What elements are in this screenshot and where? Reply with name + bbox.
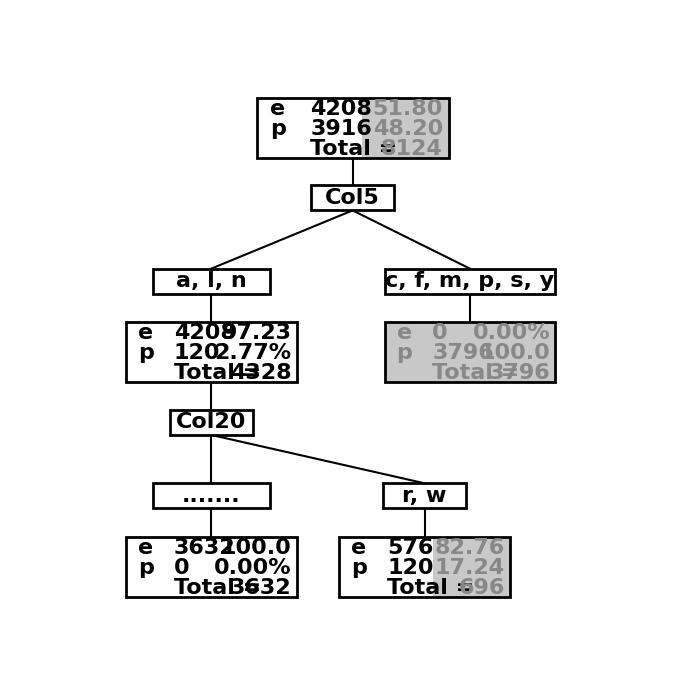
Bar: [153, 483, 270, 508]
Bar: [126, 537, 297, 597]
Text: .......: .......: [182, 486, 241, 506]
Text: e: e: [396, 323, 411, 344]
Bar: [339, 537, 433, 597]
Bar: [126, 323, 297, 382]
Bar: [257, 98, 362, 158]
Text: 696: 696: [458, 578, 505, 598]
Text: 48.20: 48.20: [373, 119, 443, 139]
Bar: [126, 323, 297, 382]
Text: Col20: Col20: [176, 412, 246, 433]
Text: r, w: r, w: [402, 486, 447, 506]
Text: 3632: 3632: [230, 578, 292, 598]
Text: p: p: [351, 558, 367, 578]
Text: p: p: [270, 119, 286, 139]
Text: e: e: [270, 99, 286, 119]
Text: 0: 0: [432, 323, 448, 344]
Text: 51.80: 51.80: [372, 99, 443, 119]
Bar: [311, 186, 394, 211]
Bar: [385, 323, 555, 382]
Text: p: p: [138, 558, 154, 578]
Text: 3796: 3796: [488, 363, 550, 383]
Text: 0.00%: 0.00%: [214, 558, 292, 578]
Text: p: p: [396, 344, 412, 363]
Bar: [385, 323, 555, 382]
Bar: [362, 98, 449, 158]
Bar: [385, 269, 555, 294]
Text: Col5: Col5: [325, 188, 380, 208]
Text: 82.76: 82.76: [435, 538, 505, 558]
Text: 3916: 3916: [310, 119, 372, 139]
Text: Total =: Total =: [432, 363, 519, 383]
Text: 120: 120: [387, 558, 433, 578]
Text: 4208: 4208: [174, 323, 235, 344]
Text: c, f, m, p, s, y: c, f, m, p, s, y: [385, 271, 555, 291]
Text: 0.00%: 0.00%: [473, 323, 550, 344]
Bar: [339, 537, 510, 597]
Text: 2.77%: 2.77%: [215, 344, 292, 363]
Text: 3796: 3796: [432, 344, 494, 363]
Text: Total =: Total =: [174, 363, 261, 383]
Text: 3632: 3632: [174, 538, 235, 558]
Text: 120: 120: [174, 344, 220, 363]
Bar: [257, 98, 449, 158]
Text: Total =: Total =: [310, 138, 398, 159]
Text: e: e: [138, 323, 153, 344]
Text: 4208: 4208: [310, 99, 372, 119]
Text: 4328: 4328: [230, 363, 292, 383]
Text: Total =: Total =: [174, 578, 261, 598]
Text: e: e: [351, 538, 366, 558]
Text: 17.24: 17.24: [435, 558, 505, 578]
Text: p: p: [138, 344, 154, 363]
Text: 97.23: 97.23: [222, 323, 292, 344]
Text: 576: 576: [387, 538, 433, 558]
Text: 100.0: 100.0: [221, 538, 292, 558]
Text: 100.0: 100.0: [480, 344, 550, 363]
Text: 0: 0: [174, 558, 189, 578]
Bar: [170, 410, 252, 435]
Bar: [383, 483, 466, 508]
Text: e: e: [138, 538, 153, 558]
Bar: [153, 269, 270, 294]
Text: 8124: 8124: [381, 138, 443, 159]
Bar: [126, 537, 297, 597]
Text: Total =: Total =: [387, 578, 474, 598]
Text: a, l, n: a, l, n: [176, 271, 247, 291]
Bar: [433, 537, 510, 597]
